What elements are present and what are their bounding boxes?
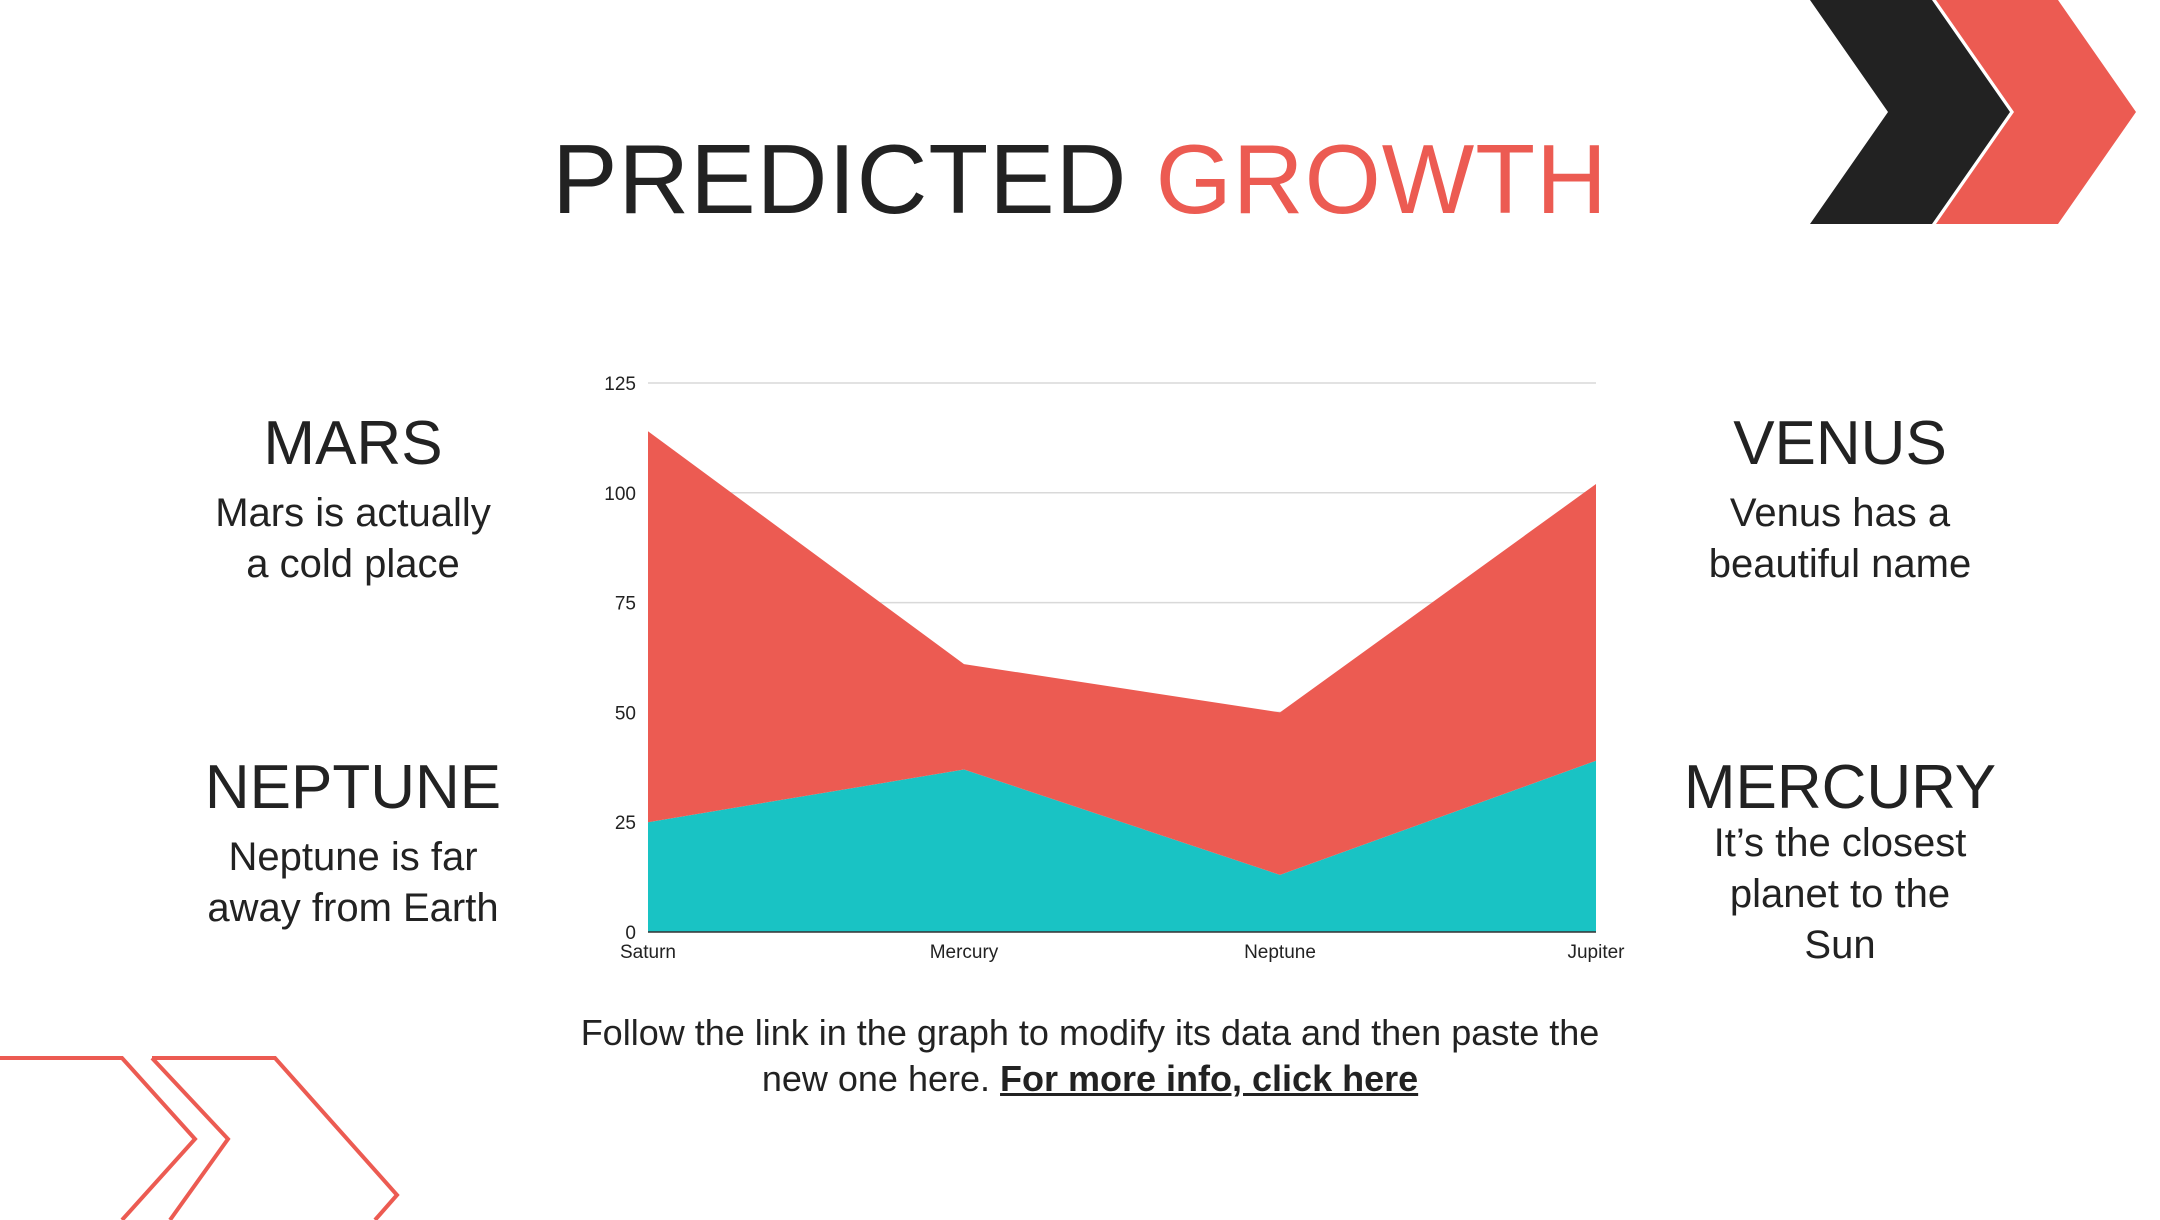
neptune-text-line-1: Neptune is far <box>228 835 478 880</box>
y-tick-label: 125 <box>604 374 636 395</box>
neptune-block: NEPTUNE Neptune is far away from Earth <box>123 753 583 934</box>
y-tick-label: 75 <box>615 594 636 615</box>
venus-text-line-1: Venus has a <box>1729 491 1951 536</box>
page-title: PREDICTED GROWTH <box>0 130 2160 228</box>
mercury-text-line-1: It’s the closest <box>1713 821 1967 866</box>
mercury-heading: MERCURY <box>1683 753 1997 822</box>
dark-chevron-shape <box>1810 0 2010 224</box>
title-part-accent: GROWTH <box>1155 124 1608 234</box>
mars-text-line-2: a cold place <box>246 541 460 586</box>
outline-chevron-shape-2 <box>152 1056 400 1220</box>
neptune-heading: NEPTUNE <box>204 753 502 822</box>
x-tick-label: Saturn <box>620 942 676 963</box>
more-info-link[interactable]: For more info, click here <box>1000 1057 1419 1099</box>
chevron-decoration-bottom-left <box>0 1056 400 1220</box>
mars-text-line-1: Mars is actually <box>215 491 491 536</box>
mercury-text-line-3: Sun <box>1804 922 1876 967</box>
red-chevron-shape <box>1936 0 2136 224</box>
area-series-1 <box>648 760 1596 932</box>
y-tick-label: 50 <box>615 703 636 724</box>
mars-heading: MARS <box>263 409 443 478</box>
y-tick-label: 25 <box>615 813 636 834</box>
x-tick-label: Neptune <box>1244 942 1316 963</box>
mercury-text-line-2: planet to the <box>1729 871 1951 916</box>
mars-block: MARS Mars is actually a cold place <box>123 409 583 590</box>
x-tick-label: Jupiter <box>1567 942 1625 963</box>
mercury-text: It’s the closest planet to the Sun <box>1610 818 2070 970</box>
x-tick-label: Mercury <box>930 942 999 963</box>
outline-chevron-shape-1 <box>0 1056 198 1220</box>
mars-text: Mars is actually a cold place <box>123 488 583 590</box>
venus-text: Venus has a beautiful name <box>1610 488 2070 590</box>
neptune-text-line-2: away from Earth <box>207 885 499 930</box>
venus-text-line-2: beautiful name <box>1708 541 1972 586</box>
venus-heading: VENUS <box>1733 409 1947 478</box>
y-tick-label: 100 <box>604 484 636 505</box>
mercury-block: MERCURY It’s the closest planet to the S… <box>1610 753 2070 971</box>
outline-chevron-shape-3 <box>150 1056 231 1220</box>
footer-note: Follow the link in the graph to modify i… <box>560 1010 1620 1101</box>
area-series-2 <box>648 431 1596 875</box>
neptune-text: Neptune is far away from Earth <box>123 832 583 934</box>
footer-text-line-1: Follow the link in the graph to modify i… <box>580 1012 1600 1053</box>
y-tick-label: 0 <box>625 923 636 944</box>
footer-text-line-2: new one here. <box>761 1057 991 1099</box>
title-part-dark: PREDICTED <box>552 124 1128 234</box>
venus-block: VENUS Venus has a beautiful name <box>1610 409 2070 590</box>
chevron-decoration-top-right <box>1810 0 2136 224</box>
